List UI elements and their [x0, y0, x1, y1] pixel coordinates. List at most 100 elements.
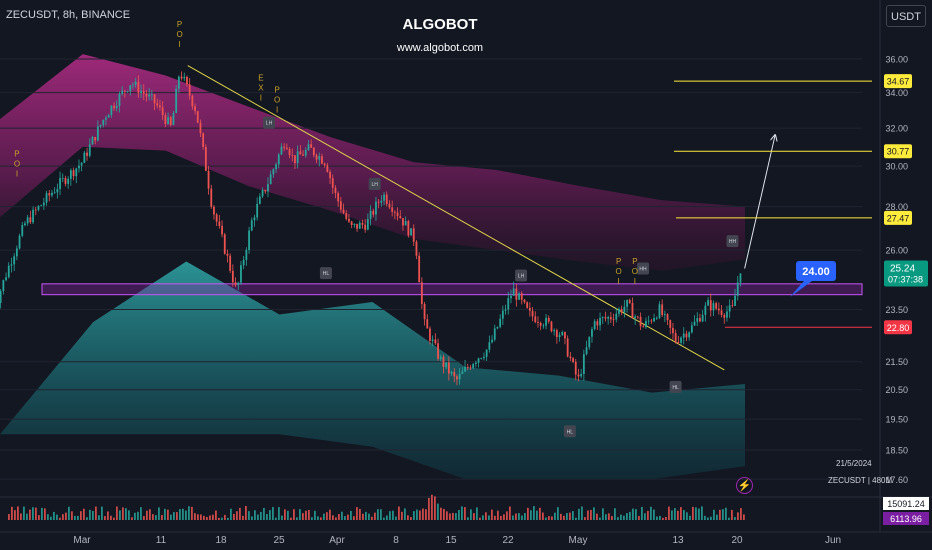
price-level-tag — [884, 320, 912, 335]
candle-body — [420, 282, 423, 305]
volume-bar — [335, 517, 337, 520]
candle-body — [518, 293, 520, 300]
volume-bar — [740, 508, 742, 520]
candle-body — [458, 373, 461, 380]
volume-bar — [605, 514, 607, 520]
candle-body — [682, 333, 685, 338]
candle-body — [618, 309, 620, 314]
candle-body — [496, 326, 499, 329]
volume-bar — [350, 510, 352, 520]
candle-body — [51, 192, 53, 196]
bolt-icon[interactable]: ⚡ — [736, 477, 753, 494]
volume-bar — [317, 516, 319, 520]
volume-bar — [689, 515, 691, 520]
candle-body — [593, 321, 596, 330]
candle-body — [596, 321, 599, 326]
candle-body — [329, 171, 331, 179]
volume-bar — [125, 508, 127, 520]
volume-bar — [152, 514, 154, 520]
candle-body — [388, 203, 391, 208]
volume-bar — [611, 516, 613, 520]
volume-bar — [14, 510, 16, 520]
candle-body — [256, 203, 259, 218]
candle-body — [707, 300, 709, 306]
candle-body — [96, 126, 99, 141]
volume-bar — [338, 514, 340, 520]
candle-body — [48, 193, 51, 196]
candle-body — [456, 376, 458, 380]
volume-bar — [32, 507, 34, 520]
candle-body — [402, 218, 404, 226]
candle-body — [218, 221, 221, 226]
candle-body — [712, 303, 715, 311]
candle-body — [520, 293, 523, 300]
candle-body — [267, 184, 269, 192]
candle-body — [491, 339, 493, 343]
candle-body — [110, 105, 113, 115]
volume-bar — [80, 511, 82, 520]
candle-body — [499, 318, 502, 327]
candle-body — [126, 91, 129, 93]
volume-bar — [281, 515, 283, 520]
volume-bar — [581, 506, 583, 520]
volume-bar — [194, 513, 196, 520]
candle-body — [202, 133, 205, 147]
candle-body — [167, 117, 169, 124]
volume-label: 15091.24 — [887, 499, 925, 509]
volume-tag-bg — [883, 497, 929, 510]
candle-body — [215, 214, 218, 222]
candle-body — [53, 192, 56, 194]
candle-body — [410, 228, 412, 236]
candle-body — [639, 316, 642, 327]
volume-bar — [554, 512, 556, 520]
candle-body — [237, 282, 240, 286]
volume-bar — [68, 506, 70, 520]
volume-bar — [38, 515, 40, 520]
candle-body — [547, 317, 550, 322]
volume-bar — [701, 506, 703, 520]
candle-body — [180, 76, 183, 79]
volume-bar — [104, 516, 106, 520]
volume-bar — [443, 508, 445, 520]
volume-bar — [461, 506, 463, 520]
candle-body — [307, 144, 310, 150]
candle-body — [299, 151, 302, 155]
volume-bar — [725, 507, 727, 520]
candle-body — [231, 270, 234, 283]
candle-body — [183, 76, 186, 79]
volume-bar — [122, 507, 124, 520]
volume-bar — [431, 494, 433, 520]
candle-body — [636, 316, 639, 318]
vertical-label-char: O — [632, 267, 638, 276]
volume-bar — [311, 517, 313, 520]
candle-body — [666, 314, 669, 321]
currency-selector[interactable]: USDT — [886, 5, 926, 27]
candle-body — [291, 155, 294, 156]
structure-label: HL — [567, 429, 574, 435]
price-axis: 36.00 34.00 32.00 30.00 28.00 26.00 23.50 21.50… — [879, 0, 928, 532]
candle-body — [715, 303, 718, 309]
candle-body — [7, 265, 10, 278]
candle-body — [385, 194, 388, 204]
candle-body — [280, 146, 283, 155]
structure-label: HL — [672, 385, 679, 391]
volume-bar — [254, 510, 256, 520]
volume-bar — [98, 515, 100, 520]
volume-bar — [509, 506, 511, 520]
volume-bar — [341, 511, 343, 520]
volume-bar — [17, 506, 19, 520]
candle-body — [34, 209, 37, 211]
structure-marker — [669, 380, 682, 393]
volume-bar — [266, 514, 268, 520]
candle-body — [528, 307, 531, 311]
vertical-label-char: O — [274, 96, 280, 105]
candle-body — [380, 200, 383, 203]
volume-bar — [620, 514, 622, 520]
candle-body — [717, 308, 720, 311]
volume-bar — [434, 496, 436, 520]
candle-body — [0, 290, 2, 303]
candle-body — [186, 76, 188, 85]
volume-bar — [467, 517, 469, 520]
